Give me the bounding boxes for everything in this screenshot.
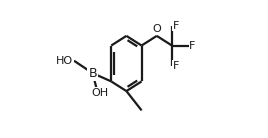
Text: OH: OH xyxy=(91,88,108,98)
Text: O: O xyxy=(152,25,161,34)
Text: F: F xyxy=(173,21,179,30)
Text: F: F xyxy=(189,41,196,51)
Text: B: B xyxy=(88,67,97,80)
Text: HO: HO xyxy=(56,56,73,66)
Text: F: F xyxy=(173,61,179,71)
